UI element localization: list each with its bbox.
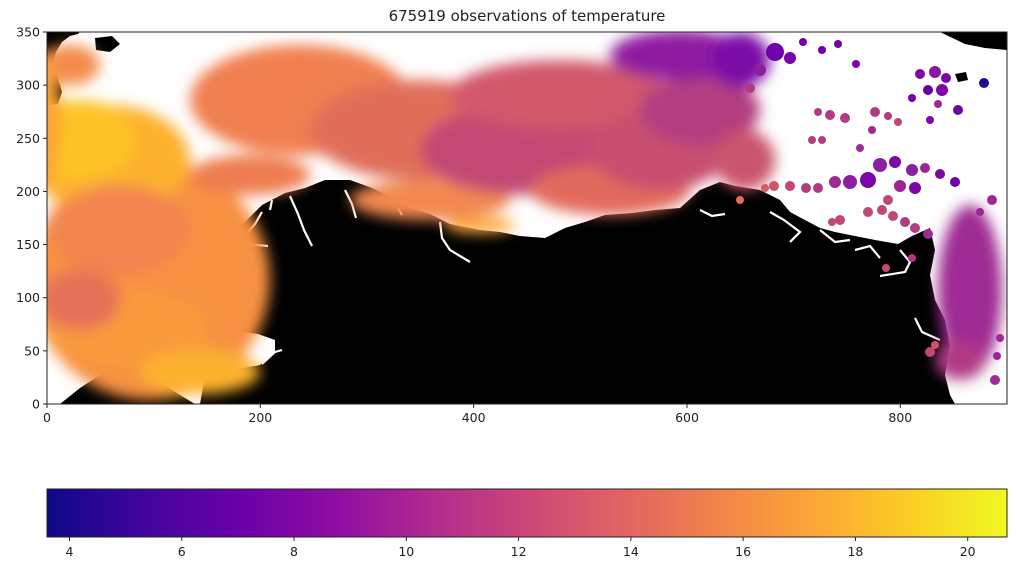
- x-tick-label: 600: [675, 410, 699, 425]
- y-tick-label: 200: [16, 184, 40, 199]
- y-tick-label: 100: [16, 290, 40, 305]
- axis-ticks: 0 200 400 600 800 0 50 100 150 200 250 300 350: [16, 25, 912, 426]
- plot-frame: [46, 31, 1008, 405]
- y-tick-label: 0: [32, 397, 40, 412]
- x-tick-label: 200: [248, 410, 272, 425]
- x-tick-label: 800: [888, 410, 912, 425]
- land-north-east-corner: [940, 32, 1007, 50]
- x-tick-label: 400: [462, 410, 486, 425]
- y-tick-label: 350: [16, 25, 40, 40]
- y-tick-label: 300: [16, 78, 40, 93]
- y-tick-label: 150: [16, 237, 40, 252]
- land-south-main: [175, 180, 955, 404]
- x-tick-label: 0: [43, 410, 51, 425]
- scatter-points: [736, 38, 1004, 385]
- y-tick-label: 50: [24, 343, 40, 358]
- land-north-west-island: [95, 36, 120, 52]
- chart-title: 675919 observations of temperature: [388, 7, 666, 25]
- temperature-field: [47, 32, 1002, 400]
- land-east-islet: [955, 72, 968, 82]
- y-tick-label: 250: [16, 131, 40, 146]
